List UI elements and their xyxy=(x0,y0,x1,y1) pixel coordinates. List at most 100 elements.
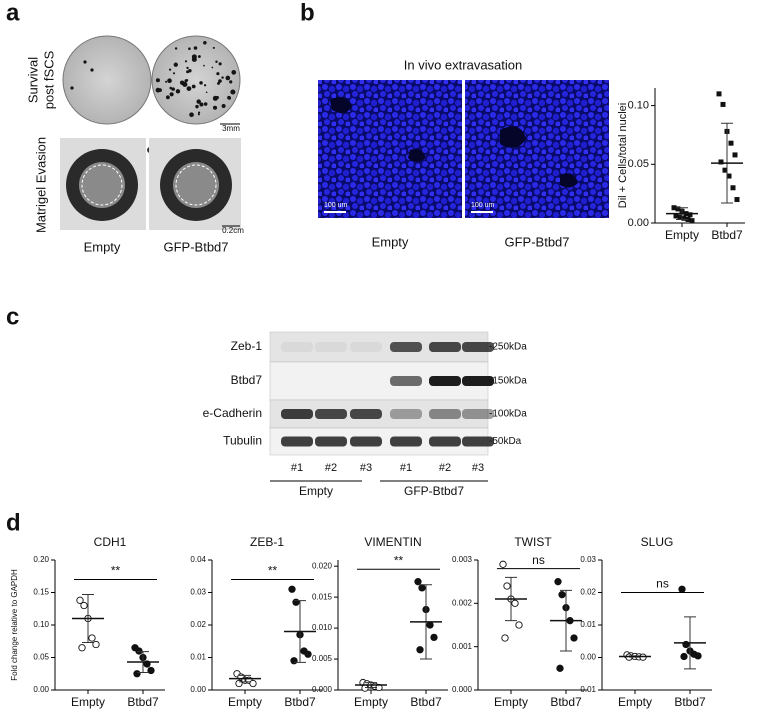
row-label: e-Cadherin xyxy=(203,406,262,420)
point xyxy=(361,684,369,692)
group-label: Empty xyxy=(299,484,333,498)
band xyxy=(390,376,422,386)
spheroid xyxy=(173,162,219,208)
panel-label: b xyxy=(300,0,315,26)
point xyxy=(515,621,523,629)
x-tick-label: Btbd7 xyxy=(674,695,706,709)
dashed-outline xyxy=(81,164,123,206)
point xyxy=(414,578,422,586)
point xyxy=(290,657,298,665)
significance-label: ** xyxy=(268,564,278,578)
lane-label: #3 xyxy=(360,462,372,474)
point xyxy=(133,670,141,678)
colony xyxy=(191,54,197,60)
row-label: Btbd7 xyxy=(231,373,263,387)
point xyxy=(678,585,686,593)
colony xyxy=(199,81,203,85)
band xyxy=(429,376,461,386)
colony xyxy=(70,86,74,90)
y-tick-label: 0.20 xyxy=(33,555,49,564)
colony xyxy=(155,78,160,83)
point xyxy=(730,185,736,191)
colony xyxy=(229,80,233,84)
y-tick-label: 0.000 xyxy=(452,685,473,694)
y-tick-label: 0.05 xyxy=(33,653,49,662)
lane-label: #1 xyxy=(400,462,412,474)
y-tick-label: 0.01 xyxy=(580,620,596,629)
point xyxy=(722,167,728,173)
point xyxy=(135,647,143,655)
y-tick-label: 0.10 xyxy=(628,100,649,112)
scale-label: 3mm xyxy=(222,124,240,133)
band xyxy=(350,409,382,419)
colony xyxy=(199,102,204,107)
point xyxy=(675,206,681,212)
y-tick-label: 0.03 xyxy=(580,555,596,564)
colony xyxy=(218,62,222,66)
y-tick-label: 0.015 xyxy=(312,592,333,601)
y-tick-label: 0.15 xyxy=(33,588,49,597)
size-marker: -100kDa xyxy=(489,409,527,420)
band xyxy=(315,342,347,352)
y-tick-label: 0.01 xyxy=(190,653,206,662)
y-axis-label: Dil + Cells/total nuclei xyxy=(617,103,629,208)
point xyxy=(80,601,88,610)
band xyxy=(429,342,461,352)
dashed-outline xyxy=(175,164,217,206)
colony xyxy=(174,47,178,50)
chart-title: VIMENTIN xyxy=(364,535,421,549)
row-label: Tubulin xyxy=(223,434,262,448)
point xyxy=(689,218,695,224)
point xyxy=(426,621,434,629)
y-tick-label: 0.00 xyxy=(628,217,649,229)
y-tick-label: 0.02 xyxy=(190,620,206,629)
size-marker: -50kDa xyxy=(489,436,522,447)
y-tick-label: 0.02 xyxy=(580,588,596,597)
point xyxy=(732,152,738,158)
point xyxy=(416,646,424,654)
colonies xyxy=(67,41,237,218)
size-marker: -250kDa xyxy=(489,342,527,353)
colony xyxy=(197,55,201,58)
colony xyxy=(90,68,94,72)
y-tick-label: 0.002 xyxy=(452,598,473,607)
band xyxy=(281,436,313,447)
scale-label: 0.2cm xyxy=(222,226,244,235)
colony xyxy=(155,87,161,93)
y-tick-label: -0.01 xyxy=(578,685,597,694)
lane-label: #3 xyxy=(472,462,484,474)
lane-label: #2 xyxy=(439,462,451,474)
colony xyxy=(186,86,192,91)
colony xyxy=(221,104,226,109)
panel-label: c xyxy=(6,303,19,330)
point xyxy=(92,640,100,649)
colony xyxy=(211,66,214,69)
colony xyxy=(203,64,205,67)
colony xyxy=(197,111,201,114)
x-tick-label: Empty xyxy=(71,695,105,709)
row-label: post fSCS xyxy=(41,50,56,109)
colony xyxy=(193,46,198,50)
x-tick-label: Empty xyxy=(618,695,652,709)
colony xyxy=(83,60,87,64)
chart-title: SLUG xyxy=(641,535,674,549)
x-tick-label: Btbd7 xyxy=(127,695,159,709)
band xyxy=(390,436,422,447)
western-blot: Zeb-1 -250kDa Btbd7 -150kDa e-Cadherin -100kD… xyxy=(203,331,527,498)
column-label: GFP-Btbd7 xyxy=(504,234,569,249)
point xyxy=(570,634,578,642)
colony xyxy=(212,105,218,110)
x-tick-label: Empty xyxy=(354,695,388,709)
y-tick-label: 0.10 xyxy=(33,620,49,629)
band xyxy=(281,342,313,352)
point xyxy=(673,213,679,219)
scale-label: 100 um xyxy=(324,202,348,209)
y-tick-label: 0.005 xyxy=(312,654,333,663)
colony xyxy=(205,91,208,94)
panel-title: In vivo extravasation xyxy=(404,57,523,72)
scale-label: 100 um xyxy=(471,202,495,209)
band xyxy=(462,436,494,447)
column-label: Empty xyxy=(84,239,121,254)
colony xyxy=(196,99,201,104)
y-axis-label: Fold change relative to GAPDH xyxy=(10,569,19,681)
